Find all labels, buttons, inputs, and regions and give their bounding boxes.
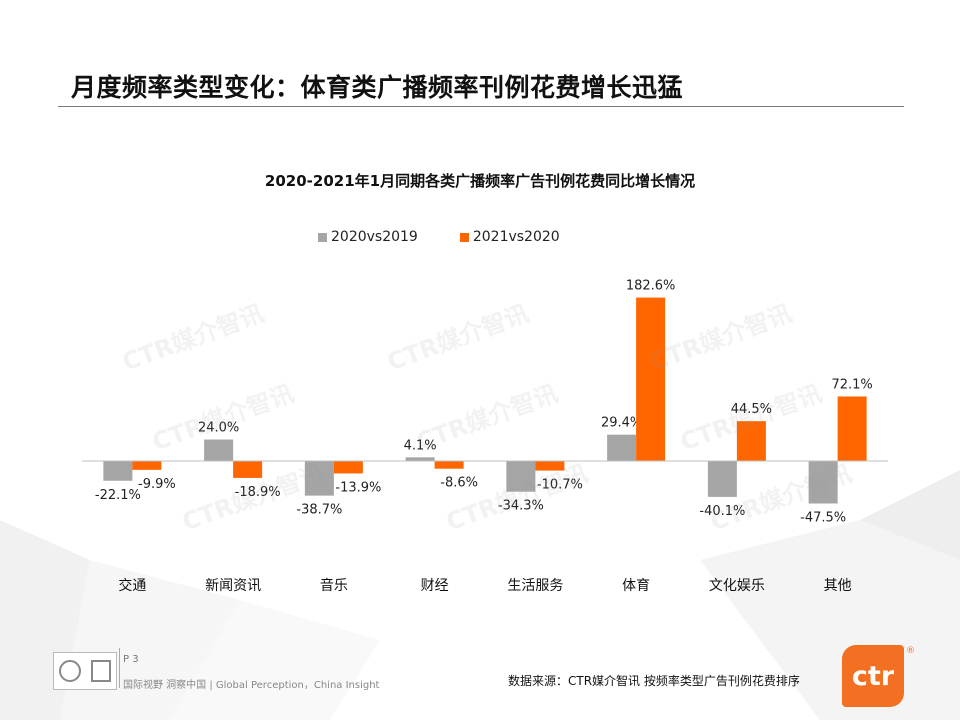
x-tick-label: 财经 <box>421 578 449 594</box>
quality-cert-icon <box>91 660 111 682</box>
data-label: -10.7% <box>537 478 583 493</box>
data-label: -38.7% <box>296 503 342 518</box>
data-label: 4.1% <box>404 438 437 453</box>
data-source-note: 数据来源：CTR媒介智讯 按频率类型广告刊例花费排序 <box>508 674 800 688</box>
x-tick-label: 文化娱乐 <box>709 578 765 594</box>
chart-legend: 2020vs2019 2021vs2020 <box>318 229 560 245</box>
bar-series-1 <box>707 461 737 497</box>
registered-mark-icon: ® <box>906 646 915 656</box>
bar-series-1 <box>808 461 838 504</box>
certification-logos <box>53 652 117 690</box>
bar-series-2 <box>132 461 162 470</box>
x-tick-label: 交通 <box>118 577 146 594</box>
bar-series-1 <box>204 439 234 461</box>
data-label: 29.4% <box>601 416 642 431</box>
bar-series-2 <box>636 297 666 461</box>
data-label: -18.9% <box>235 485 281 500</box>
footer-divider <box>119 648 120 688</box>
sgs-cert-icon <box>59 660 81 682</box>
ctr-logo-text: ctr <box>851 660 895 692</box>
x-tick-label: 生活服务 <box>507 578 563 594</box>
data-label: -9.9% <box>138 477 176 492</box>
footer-tagline: 国际视野 洞察中国 | Global Perception，China Insi… <box>123 680 380 691</box>
legend-label-series-2: 2021vs2020 <box>472 229 560 245</box>
data-label: -22.1% <box>95 488 141 503</box>
title-divider <box>58 106 904 107</box>
data-label: 182.6% <box>626 279 676 294</box>
data-label: -40.1% <box>699 504 745 519</box>
bar-series-2 <box>434 461 464 469</box>
bar-series-2 <box>736 421 766 461</box>
x-tick-label: 新闻资讯 <box>205 578 261 594</box>
data-label: -34.3% <box>498 499 544 514</box>
legend-swatch-series-1 <box>318 232 327 242</box>
legend-item-series-1: 2020vs2019 <box>318 229 418 245</box>
data-label: -47.5% <box>800 511 846 526</box>
bar-series-1 <box>103 461 133 481</box>
page-title: 月度频率类型变化：体育类广播频率刊例花费增长迅猛 <box>71 73 684 102</box>
legend-item-series-2: 2021vs2020 <box>459 229 560 245</box>
bar-series-1 <box>405 457 435 461</box>
bar-series-2 <box>333 461 363 474</box>
legend-label-series-1: 2020vs2019 <box>331 229 418 245</box>
x-tick-label: 音乐 <box>320 577 348 594</box>
data-label: 72.1% <box>831 377 872 392</box>
bar-series-2 <box>233 461 263 478</box>
bar-series-1 <box>304 461 334 496</box>
data-label: -8.6% <box>440 476 478 491</box>
bar-series-1 <box>607 434 637 461</box>
ctr-logo: ctr <box>842 645 904 707</box>
bar-series-2 <box>837 396 867 461</box>
x-tick-label: 其他 <box>824 578 852 594</box>
data-label: 24.0% <box>198 421 239 436</box>
data-label: 44.5% <box>731 402 772 417</box>
bar-series-2 <box>535 461 565 471</box>
page-number: P 3 <box>123 654 139 665</box>
data-label: -13.9% <box>335 480 381 495</box>
legend-swatch-series-2 <box>459 232 469 242</box>
x-tick-label: 体育 <box>622 578 650 594</box>
chart-title: 2020-2021年1月同期各类广播频率广告刊例花费同比增长情况 <box>264 172 696 190</box>
bar-series-1 <box>506 461 536 492</box>
